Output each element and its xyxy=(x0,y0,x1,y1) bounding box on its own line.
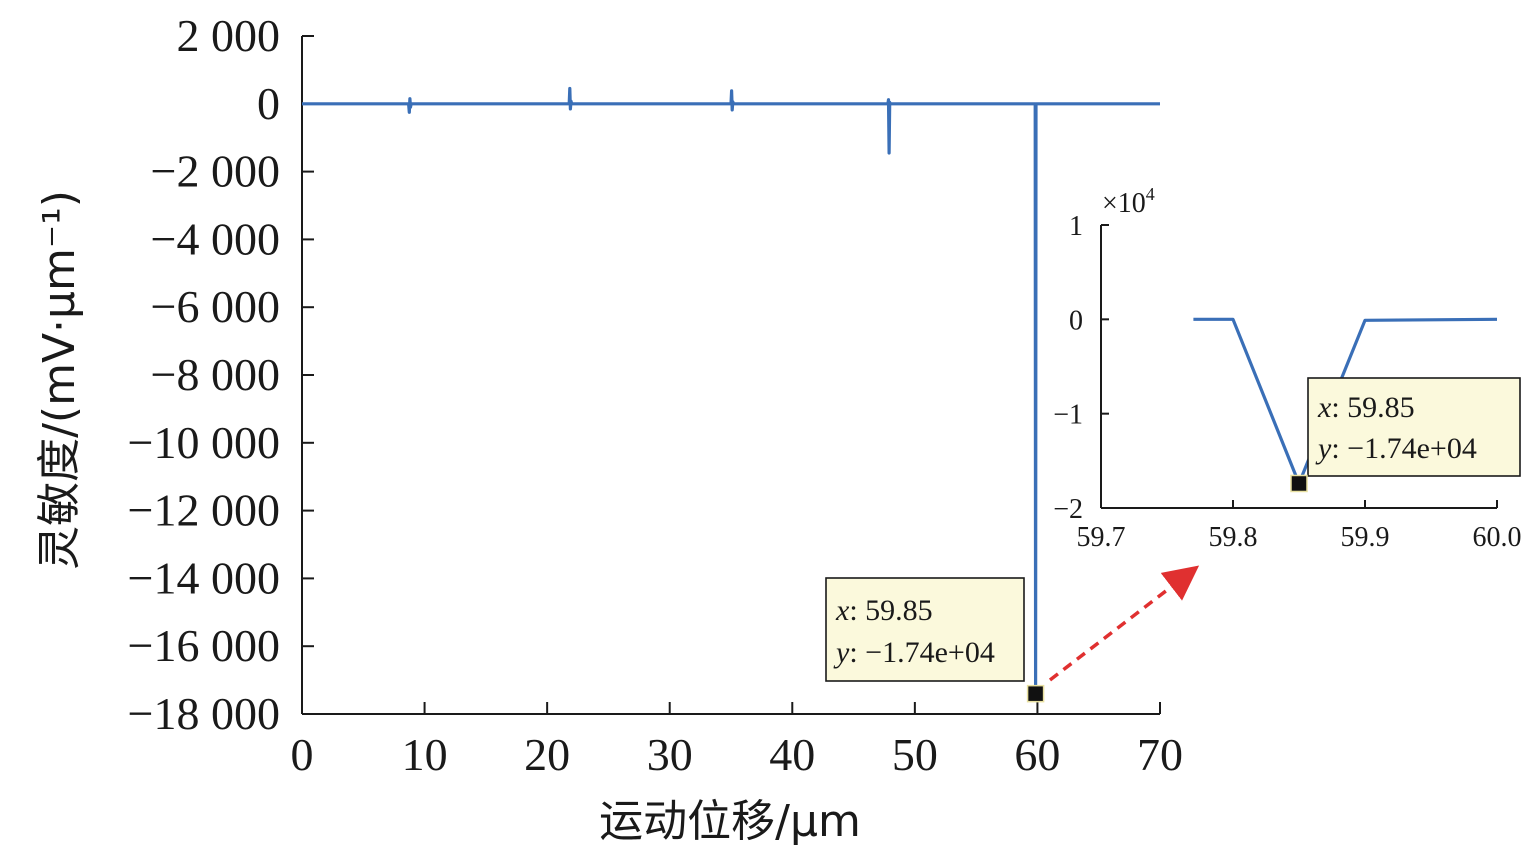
inset-data-tip-y-value: : −1.74e+04 xyxy=(1331,432,1477,465)
main-y-tick-label: −16 000 xyxy=(128,620,280,671)
main-y-tick-label: 0 xyxy=(257,78,280,129)
inset-y-tick-label: 0 xyxy=(1069,305,1083,336)
inset-data-tip-x-value: : 59.85 xyxy=(1331,391,1414,424)
main-data-tip-box xyxy=(825,577,1025,682)
main-x-tick-label: 30 xyxy=(647,729,693,780)
main-series-line xyxy=(302,86,1160,696)
inset-chart: 1 0 −1 −2 59.7 59.8 59.9 60.0 ×104 x: 59.85 y:… xyxy=(1053,184,1521,553)
inset-y-tick-label: −2 xyxy=(1053,494,1083,525)
main-x-tick-label: 70 xyxy=(1137,729,1183,780)
main-data-tip-x-value: : 59.85 xyxy=(849,594,932,627)
inset-y-scale-base: ×10 xyxy=(1102,188,1146,219)
main-axes xyxy=(301,36,1160,715)
main-y-tick-label: 2 000 xyxy=(177,10,281,61)
main-y-tick-label: −12 000 xyxy=(128,485,280,536)
main-y-tick-label: −2 000 xyxy=(151,146,280,197)
main-x-tick-label: 0 xyxy=(291,729,314,780)
main-data-tip-x-line: x: 59.85 xyxy=(835,594,933,627)
main-data-tip-y-key: y xyxy=(833,636,850,669)
main-y-axis-label: 灵敏度/(mV·μm⁻¹) xyxy=(34,190,85,570)
inset-data-marker xyxy=(1290,474,1308,493)
main-y-tick-label: −18 000 xyxy=(128,688,280,739)
main-y-tick-label: −6 000 xyxy=(151,281,280,332)
main-data-tip: x: 59.85 y: −1.74e+04 xyxy=(825,577,1025,682)
main-x-tick-label: 40 xyxy=(769,729,815,780)
inset-y-tick-label: −1 xyxy=(1053,400,1083,431)
inset-data-tip-y-line: y: −1.74e+04 xyxy=(1315,432,1477,465)
inset-x-tick-label: 59.8 xyxy=(1209,522,1258,553)
inset-y-ticks: 1 0 −1 −2 xyxy=(1053,211,1109,525)
main-y-ticks: 2 000 0 −2 000 −4 000 −6 000 −8 000 −10 000 −12… xyxy=(128,10,314,739)
inset-x-ticks: 59.7 59.8 59.9 60.0 xyxy=(1077,500,1522,553)
inset-x-tick-label: 60.0 xyxy=(1473,522,1522,553)
inset-data-tip: x: 59.85 y: −1.74e+04 xyxy=(1307,377,1521,477)
main-data-tip-y-value: : −1.74e+04 xyxy=(849,636,995,669)
main-y-tick-label: −4 000 xyxy=(151,213,280,264)
inset-data-tip-x-line: x: 59.85 xyxy=(1317,391,1415,424)
inset-y-tick-label: 1 xyxy=(1069,211,1083,242)
main-x-tick-label: 50 xyxy=(892,729,938,780)
main-x-tick-label: 20 xyxy=(524,729,570,780)
main-y-tick-label: −10 000 xyxy=(128,417,280,468)
main-x-tick-label: 60 xyxy=(1014,729,1060,780)
inset-y-scale-exponent: 4 xyxy=(1146,184,1155,204)
inset-x-tick-label: 59.9 xyxy=(1341,522,1390,553)
inset-axes xyxy=(1100,225,1497,509)
inset-y-scale-label: ×104 xyxy=(1102,184,1155,219)
inset-data-tip-x-key: x xyxy=(1317,391,1332,424)
inset-x-tick-label: 59.7 xyxy=(1077,522,1126,553)
inset-data-tip-y-key: y xyxy=(1315,432,1332,465)
main-y-tick-label: −14 000 xyxy=(128,552,280,603)
main-data-marker xyxy=(1026,684,1045,703)
inset-data-tip-box xyxy=(1307,377,1521,477)
zoom-arrow xyxy=(1048,565,1200,682)
main-x-ticks: 0 10 20 30 40 50 60 70 xyxy=(291,702,1183,780)
main-x-axis-label: 运动位移/μm xyxy=(599,796,861,847)
main-x-tick-label: 10 xyxy=(402,729,448,780)
main-data-tip-y-line: y: −1.74e+04 xyxy=(833,636,995,669)
main-data-tip-x-key: x xyxy=(835,594,850,627)
main-y-tick-label: −8 000 xyxy=(151,349,280,400)
